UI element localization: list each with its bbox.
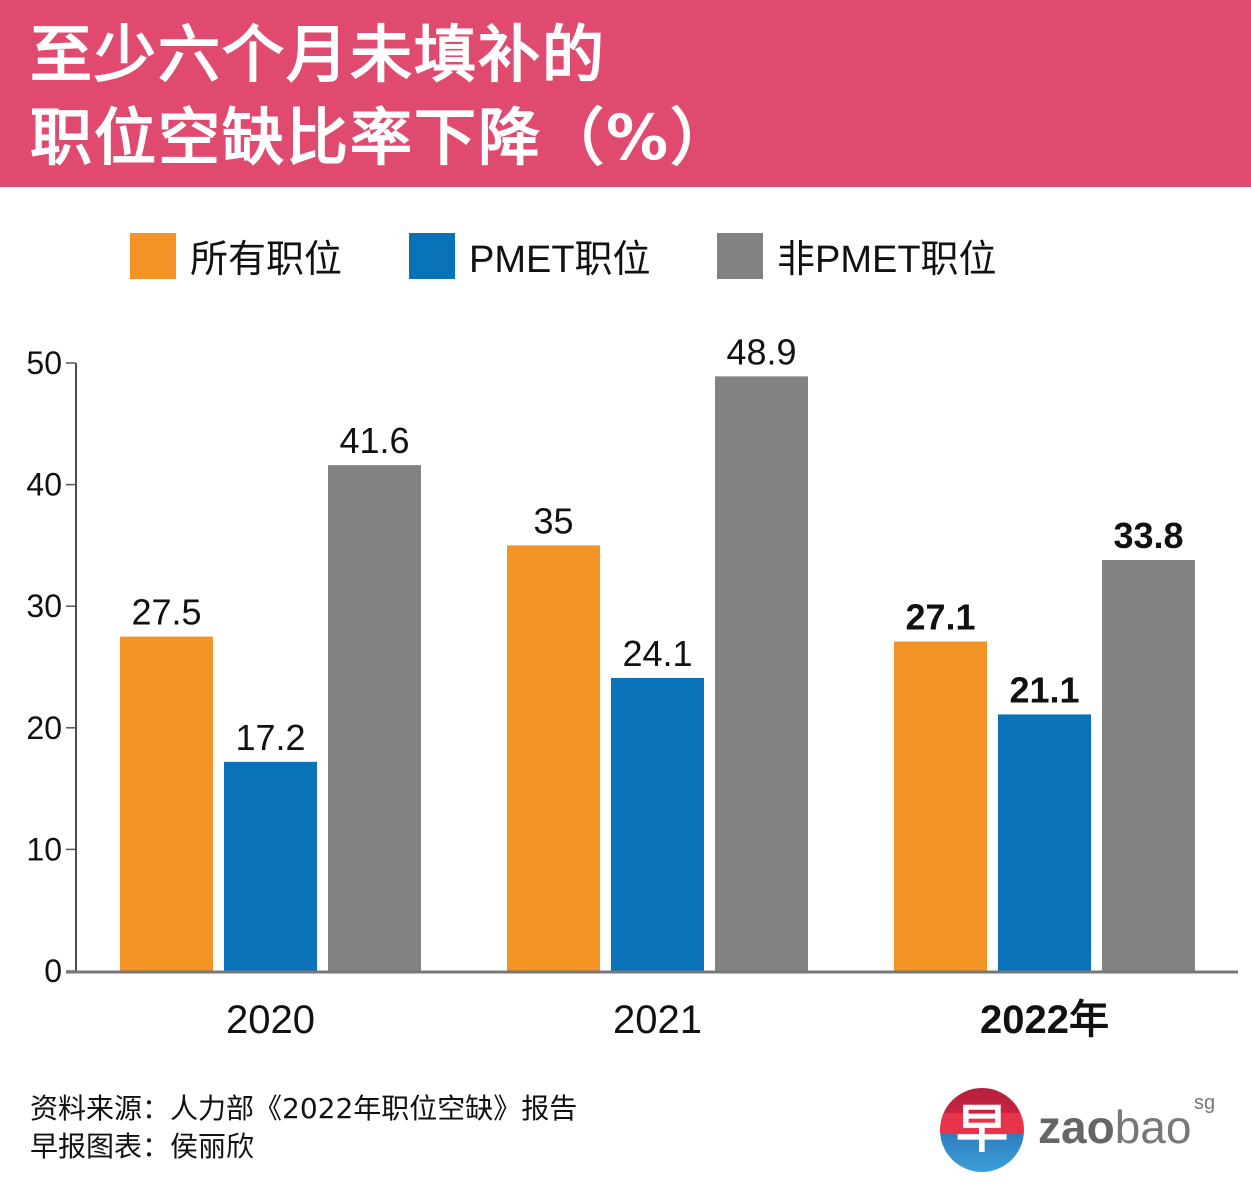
value-labels: 27.5 17.2 41.6 35 24.1 48.9 27.1 21.1 33.8: [131, 331, 1183, 757]
legend-swatch-all-jobs: [130, 232, 176, 279]
bar-2022年-series-2: [1102, 559, 1195, 971]
y-tick-label: 0: [44, 953, 62, 989]
footer-notes: 资料来源：人力部《2022年职位空缺》报告 早报图表：侯丽欣: [30, 1090, 577, 1166]
zaobao-logo: 早 zaobao sg: [940, 1084, 1230, 1174]
logo-text-bao: bao: [1114, 1101, 1192, 1153]
legend-label-non-pmet: 非PMET职位: [777, 239, 997, 281]
chart-legend: 所有职位 PMET职位 非PMET职位: [0, 232, 1251, 282]
logo-superscript: sg: [1194, 1092, 1216, 1114]
logo-glyph: 早: [955, 1099, 1008, 1160]
data-label: 17.2: [235, 717, 305, 758]
data-label: 24.1: [622, 633, 692, 674]
data-label: 48.9: [726, 331, 796, 372]
legend-label-all-jobs: 所有职位: [190, 239, 343, 281]
y-tick-label: 10: [26, 831, 62, 867]
logo-circle-icon: 早: [940, 1088, 1024, 1172]
legend-label-pmet: PMET职位: [469, 239, 651, 281]
x-category-label: 2021: [613, 998, 702, 1042]
x-category-label: 2022年: [980, 998, 1109, 1042]
chart-title-line-1: 至少六个月未填补的: [30, 18, 607, 91]
y-tick-label: 40: [26, 467, 62, 503]
source-note: 资料来源：人力部《2022年职位空缺》报告: [30, 1092, 578, 1125]
legend-item-pmet: PMET职位: [409, 232, 651, 281]
bar-2020-series-2: [328, 465, 421, 971]
bars: [120, 376, 1195, 972]
data-label: 41.6: [339, 420, 409, 461]
data-label: 27.1: [905, 596, 975, 637]
bar-2020-series-1: [224, 761, 317, 971]
data-label: 35: [533, 500, 573, 541]
bar-2021-series-2: [715, 376, 808, 972]
bar-2020-series-0: [120, 636, 213, 971]
legend-item-non-pmet: 非PMET职位: [717, 232, 997, 281]
logo-wordmark: zaobao: [1038, 1100, 1191, 1154]
bar-2022年-series-1: [998, 714, 1091, 971]
y-axis: 0 10 20 30 40 50: [26, 345, 77, 989]
x-category-label: 2020: [226, 998, 315, 1042]
data-label: 21.1: [1009, 669, 1079, 710]
y-tick-label: 20: [26, 710, 62, 746]
legend-swatch-non-pmet: [717, 232, 763, 279]
x-axis: 2020 2021 2022年: [66, 970, 1238, 1042]
bar-2021-series-0: [507, 545, 600, 971]
bar-2022年-series-0: [894, 641, 987, 971]
y-tick-label: 50: [26, 345, 62, 381]
bar-2021-series-1: [611, 677, 704, 971]
data-label: 27.5: [131, 592, 201, 633]
credit-note: 早报图表：侯丽欣: [30, 1130, 255, 1163]
logo-text-zao: zao: [1038, 1101, 1115, 1153]
legend-item-all-jobs: 所有职位: [130, 232, 342, 281]
title-banner: 至少六个月未填补的 职位空缺比率下降（%）: [0, 0, 1251, 187]
legend-swatch-pmet: [409, 232, 455, 279]
chart-title-line-2: 职位空缺比率下降（%）: [30, 101, 735, 174]
data-label: 33.8: [1113, 515, 1183, 556]
y-tick-label: 30: [26, 588, 62, 624]
